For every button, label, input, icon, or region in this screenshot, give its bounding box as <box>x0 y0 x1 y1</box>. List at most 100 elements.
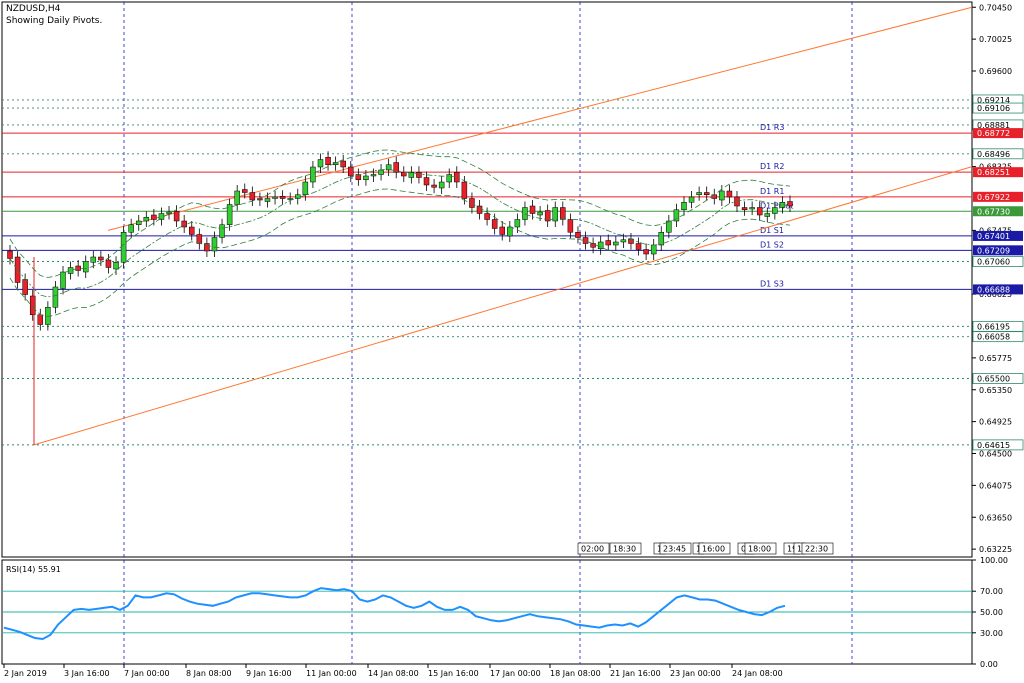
rsi-tick-label: 70.00 <box>980 587 1003 596</box>
candle-body <box>469 198 475 208</box>
time-marker-label: 1 <box>696 545 701 554</box>
time-axis-label: 7 Jan 00:00 <box>124 669 170 678</box>
time-axis-label: 8 Jan 08:00 <box>186 669 232 678</box>
candle-body <box>491 219 498 229</box>
chart-header: NZDUSD,H4 Showing Daily Pivots. <box>6 3 102 27</box>
level-price-text: 0.69214 <box>977 96 1010 105</box>
price-tick-label: 0.66625 <box>979 290 1012 299</box>
candle-body <box>272 196 278 199</box>
candle-body <box>143 217 150 222</box>
candle-body <box>575 232 581 238</box>
candle-body <box>226 204 233 225</box>
level-price-text: 0.68496 <box>977 150 1010 159</box>
symbol-label: NZDUSD,H4 <box>6 4 61 14</box>
candle-body <box>423 177 430 186</box>
candle-body <box>385 164 392 171</box>
price-tick-label: 0.64500 <box>979 450 1012 459</box>
time-marker-box <box>659 542 692 555</box>
time-axis-label: 21 Jan 16:00 <box>610 669 661 678</box>
level-price-text: 0.69106 <box>977 104 1010 113</box>
candle-body <box>249 192 256 201</box>
time-marker-label: 1 <box>797 545 802 554</box>
candle-body <box>643 249 649 255</box>
pivot-price-tag <box>973 245 1023 256</box>
pivot-label: D1 R2 <box>760 162 784 171</box>
candle-body <box>340 160 346 168</box>
level-price-text: 0.67060 <box>977 258 1010 267</box>
candle-body <box>590 243 596 248</box>
candle-body <box>658 232 665 246</box>
candle-body <box>597 241 604 249</box>
candle-body <box>173 211 180 222</box>
candle-body <box>749 207 755 210</box>
time-marker-label: 02:00 <box>581 545 604 554</box>
level-price-tag <box>972 256 1024 267</box>
pivot-price-tag <box>973 128 1023 139</box>
pivot-price-tag <box>973 206 1023 217</box>
candle-body <box>567 219 574 233</box>
candle-body <box>181 220 187 228</box>
time-marker-box <box>698 542 731 555</box>
time-marker-label: 1 <box>657 545 662 554</box>
pivot-label: D1 R1 <box>760 187 784 196</box>
level-price-tag <box>972 439 1024 451</box>
candle-body <box>544 210 551 222</box>
candle-body <box>82 261 89 273</box>
price-panel-frame <box>1 1 973 558</box>
candle-body <box>135 220 142 225</box>
candle-body <box>772 207 778 214</box>
candle-body <box>128 224 134 233</box>
candle-body <box>499 226 505 235</box>
candle-body <box>75 265 81 271</box>
price-tick-label: 0.65350 <box>979 386 1012 395</box>
candle-body <box>219 224 225 238</box>
time-marker-label: 16:00 <box>702 545 725 554</box>
candle-body <box>67 267 74 274</box>
candle-body <box>416 172 422 178</box>
candle-body <box>605 240 612 246</box>
candle-body <box>787 201 793 207</box>
candle-body <box>673 209 680 222</box>
candle-body <box>317 159 324 168</box>
pivot-price-text: 0.68251 <box>977 168 1010 177</box>
candle-body <box>635 243 642 250</box>
pivot-price-tag <box>973 191 1023 202</box>
level-price-tag <box>972 148 1024 160</box>
time-axis-label: 3 Jan 16:00 <box>64 669 110 678</box>
time-marker-label: 22:30 <box>805 545 828 554</box>
candle-body <box>688 196 695 203</box>
candle-body <box>310 166 316 183</box>
candle-body <box>393 162 399 173</box>
candle-body <box>507 226 513 237</box>
time-marker-label: 18:00 <box>748 545 771 554</box>
price-tick-label: 0.69600 <box>979 67 1012 76</box>
candle-body <box>188 226 195 235</box>
pivot-price-tag <box>973 284 1023 295</box>
candle-body <box>461 181 468 199</box>
candle-body <box>279 196 286 199</box>
level-price-tag <box>972 102 1024 114</box>
candle-body <box>90 256 97 263</box>
candle-body <box>370 174 377 177</box>
candle-body <box>431 184 437 188</box>
channel-lower-trendline <box>33 166 973 446</box>
pivot-subtitle: Showing Daily Pivots. <box>6 16 103 26</box>
level-price-text: 0.66058 <box>977 333 1010 342</box>
time-axis-label: 11 Jan 00:00 <box>306 669 357 678</box>
candle-body <box>355 174 362 180</box>
candle-body <box>348 166 354 177</box>
level-price-tag <box>972 331 1024 343</box>
level-price-text: 0.65500 <box>977 375 1010 384</box>
price-tick-label: 0.70450 <box>979 3 1012 12</box>
time-marker-box <box>744 542 777 555</box>
rsi-tick-label: 50.00 <box>980 608 1003 617</box>
candle-body <box>60 271 66 289</box>
time-axis-label: 2 Jan 2019 <box>4 669 47 678</box>
pivot-label: D1 S3 <box>760 279 784 288</box>
candle-body <box>681 202 687 210</box>
candle-body <box>234 190 240 205</box>
candle-body <box>287 198 293 200</box>
level-price-text: 0.68881 <box>977 121 1010 130</box>
